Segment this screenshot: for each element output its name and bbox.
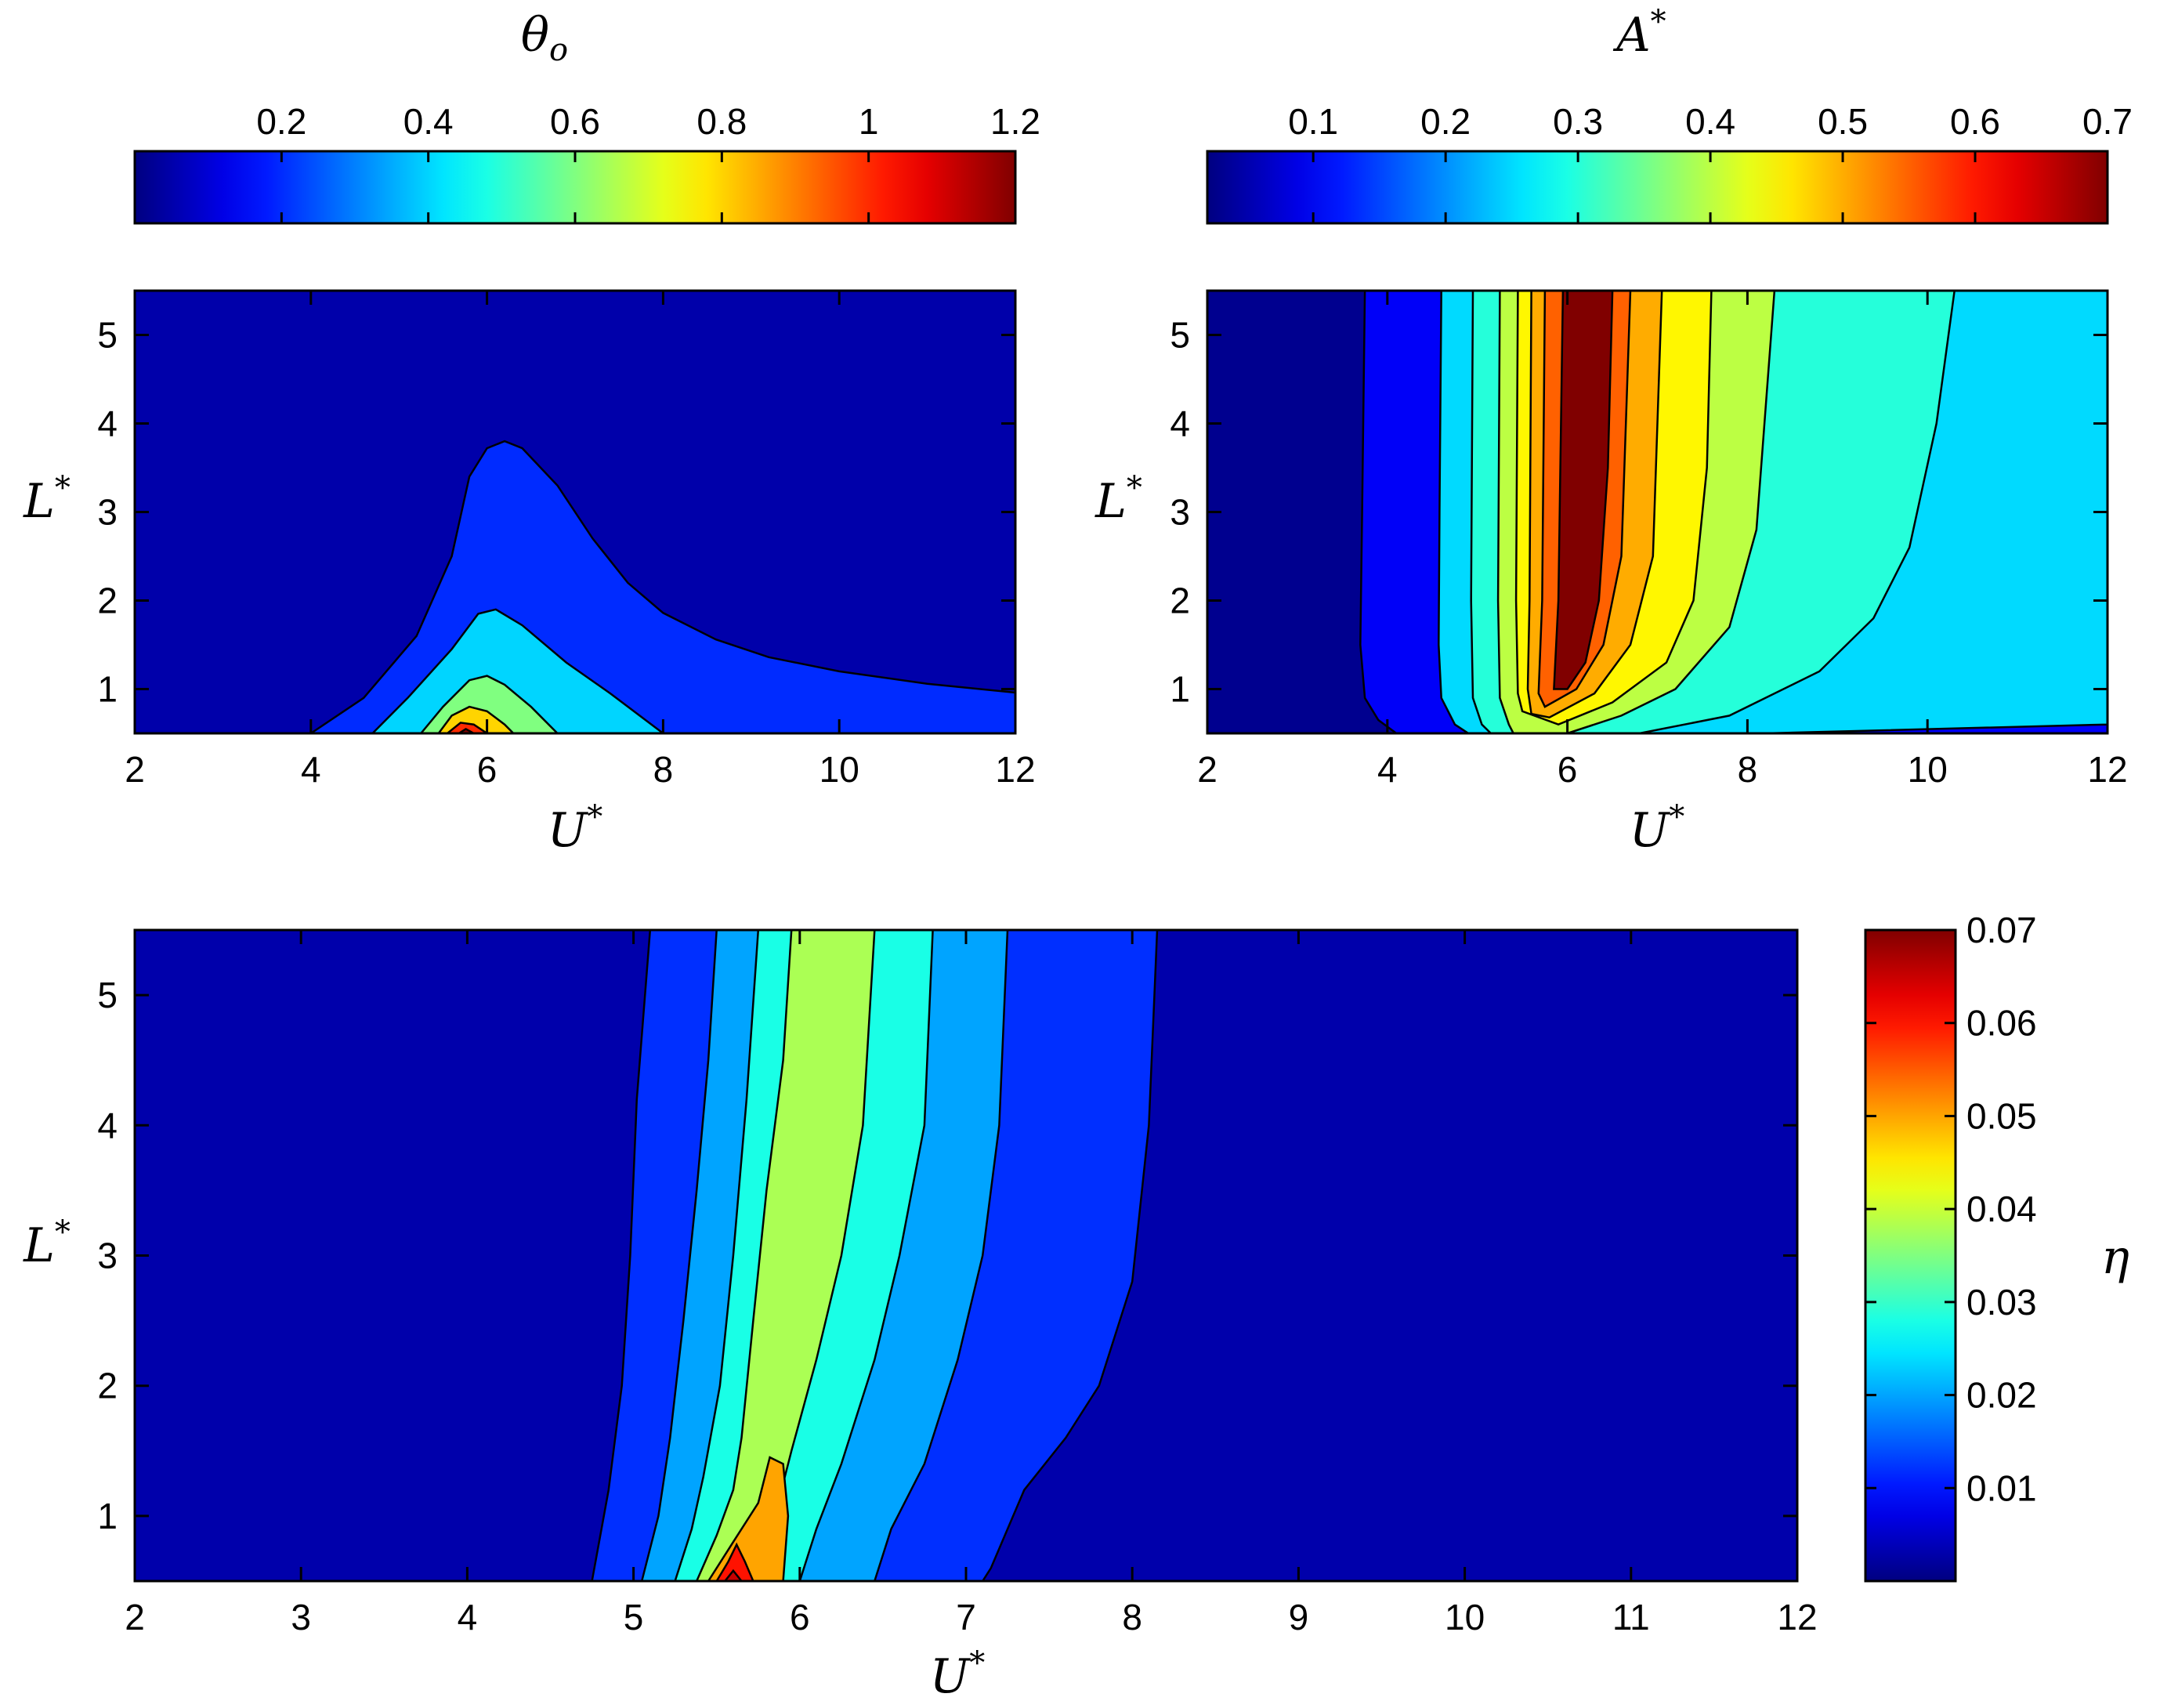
colorbar-tickmarks-efficiency	[1865, 928, 1956, 1489]
x-tick-label: 5	[624, 1597, 644, 1637]
colorbar-efficiency	[1865, 930, 1956, 1581]
x-tick-label: 12	[995, 749, 1035, 790]
ylabel-efficiency: L*	[23, 1214, 71, 1273]
x-tick-label: 3	[291, 1597, 311, 1637]
colorbar-tick-label: 0.6	[1950, 101, 2000, 142]
y-tick-label: 4	[1170, 403, 1190, 444]
contour-region-5	[446, 722, 489, 733]
colorbar-frame-amplitude	[1206, 150, 2109, 225]
colorbar-amplitude	[1207, 151, 2108, 223]
colorbar-tick-label: 0.02	[1966, 1375, 2037, 1416]
colorbar-tick-label: 0.06	[1966, 1003, 2037, 1044]
y-tick-label: 5	[97, 315, 118, 356]
contour-region-6	[715, 1542, 754, 1581]
x-tick-label: 7	[956, 1597, 976, 1637]
x-tick-label: 4	[301, 749, 321, 790]
colorbar-tick-label: 0.2	[1420, 101, 1471, 142]
x-tick-label: 10	[1445, 1597, 1485, 1637]
x-tick-label: 12	[2087, 749, 2127, 790]
x-tick-label: 4	[1377, 749, 1398, 790]
x-tick-label: 12	[1777, 1597, 1817, 1637]
plot-area-amplitude	[1207, 291, 2108, 733]
colorbar-title-amplitude: A*	[1612, 4, 1666, 63]
y-tick-label: 3	[97, 1236, 118, 1276]
x-tick-label: 11	[1612, 1597, 1650, 1637]
y-tick-label: 5	[97, 975, 118, 1015]
colorbar-ticklabels-amplitude: 0.1 0.2 0.3 0.4 0.5 0.6 0.7	[1288, 101, 2133, 142]
colorbar-tick-label: 0.2	[256, 101, 306, 142]
x-tick-label: 8	[1122, 1597, 1142, 1637]
colorbar-tick-label: 0.8	[696, 101, 747, 142]
colorbar-frame-efficiency	[1864, 928, 1957, 1583]
x-tick-label: 2	[125, 1597, 145, 1637]
y-tick-label: 4	[97, 403, 118, 444]
colorbar-tick-label: 0.1	[1288, 101, 1338, 142]
colorbar-tickmarks-amplitude	[1312, 151, 2109, 223]
colorbar-tick-label: 0.04	[1966, 1189, 2037, 1229]
contour-regions-theta	[309, 440, 1015, 733]
y-tick-label: 3	[97, 492, 118, 533]
x-tick-label: 10	[1908, 749, 1948, 790]
colorbar-tick-label: 0.07	[1966, 910, 2037, 950]
colorbar-title-theta: θo	[521, 8, 568, 68]
y-tick-label: 5	[1170, 315, 1190, 356]
colorbar-tick-label: 1	[859, 101, 879, 142]
y-tick-label: 1	[97, 1496, 118, 1536]
colorbar-tick-label: 0.3	[1553, 101, 1603, 142]
colorbar-tick-label: 0.5	[1818, 101, 1868, 142]
y-tick-label: 2	[97, 581, 118, 621]
contour-region-2	[371, 608, 665, 733]
ylabel-amplitude: L*	[1094, 470, 1142, 529]
colorbar-title-efficiency: η	[2101, 1230, 2129, 1285]
colorbar-tickmarks-theta	[280, 151, 1017, 223]
colorbar-tick-label: 0.03	[1966, 1282, 2037, 1323]
colorbar-tick-label: 0.05	[1966, 1095, 2037, 1136]
colorbar-ticklabels-theta: 0.2 0.4 0.6 0.8 1 1.2	[256, 101, 1040, 142]
ylabel-theta: L*	[23, 470, 71, 529]
y-tick-label: 1	[97, 669, 118, 710]
x-tick-label: 10	[819, 749, 859, 790]
xlabel-amplitude: U*	[1630, 799, 1685, 858]
x-tick-label: 2	[125, 749, 145, 790]
x-tick-label: 9	[1289, 1597, 1309, 1637]
y-tick-label: 3	[1170, 492, 1190, 533]
colorbar-theta	[135, 151, 1015, 223]
contour-region-8	[1553, 291, 1614, 690]
x-tick-label: 8	[653, 749, 674, 790]
y-tick-label: 2	[97, 1366, 118, 1406]
x-tick-label: 2	[1197, 749, 1217, 790]
colorbar-tick-label: 0.7	[2082, 101, 2133, 142]
plot-area-theta	[135, 291, 1015, 733]
x-tick-label: 6	[1558, 749, 1578, 790]
y-tick-label: 2	[1170, 581, 1190, 621]
plot-area-efficiency	[135, 930, 1797, 1581]
colorbar-tick-label: 0.01	[1966, 1467, 2037, 1508]
colorbar-tick-label: 0.4	[1685, 101, 1735, 142]
colorbar-tick-label: 1.2	[990, 101, 1040, 142]
colorbar-ticklabels-efficiency: 0.01 0.02 0.03 0.04 0.05 0.06 0.07	[1966, 910, 2037, 1508]
x-tick-label: 6	[477, 749, 497, 790]
x-tick-label: 6	[790, 1597, 810, 1637]
contour-regions-efficiency	[591, 930, 1159, 1581]
colorbar-tick-label: 0.4	[403, 101, 454, 142]
contour-regions-amplitude	[1359, 291, 2108, 733]
contour-region-5	[707, 1456, 790, 1581]
xlabel-efficiency: U*	[930, 1645, 986, 1704]
x-tick-label: 8	[1738, 749, 1758, 790]
y-tick-label: 1	[1170, 669, 1190, 710]
contour-region-7	[723, 1569, 744, 1581]
xlabel-theta: U*	[548, 799, 603, 858]
y-tick-label: 4	[97, 1105, 118, 1145]
colorbar-tick-label: 0.6	[550, 101, 600, 142]
x-tick-label: 4	[458, 1597, 478, 1637]
